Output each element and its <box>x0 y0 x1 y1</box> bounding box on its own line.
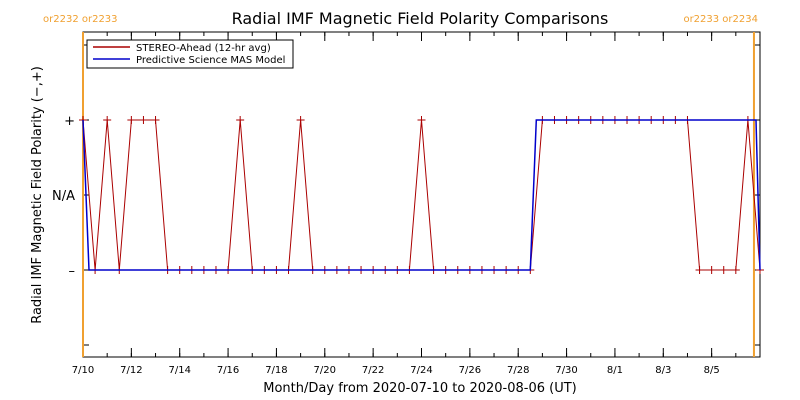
x-tick-label: 7/20 <box>314 365 336 376</box>
x-tick-label: 8/3 <box>655 365 671 376</box>
legend-label: STEREO-Ahead (12-hr avg) <box>136 43 271 54</box>
series-point <box>707 266 716 274</box>
chart-title: Radial IMF Magnetic Field Polarity Compa… <box>232 9 609 28</box>
x-tick-label: 7/18 <box>265 365 287 376</box>
series-point <box>103 116 112 124</box>
x-tick-label: 7/28 <box>507 365 529 376</box>
series-point <box>719 266 728 274</box>
x-tick-label: 7/30 <box>555 365 577 376</box>
series-point <box>236 116 245 124</box>
x-tick-label: 7/24 <box>410 365 432 376</box>
plot-frame <box>82 31 761 358</box>
x-tick-label: 8/1 <box>607 365 623 376</box>
series-point <box>151 116 160 124</box>
x-tick-label: 7/22 <box>362 365 384 376</box>
series-point <box>139 116 148 124</box>
x-tick-label: 7/10 <box>72 365 94 376</box>
series-point <box>731 266 740 274</box>
y-tick-label: – <box>69 264 76 279</box>
x-tick-label: 7/16 <box>217 365 239 376</box>
y-tick-label: N/A <box>52 189 75 204</box>
y-axis-label: Radial IMF Magnetic Field Polarity (−,+) <box>30 66 45 324</box>
series-point <box>695 266 704 274</box>
chart-marks: – N/A +7/10 7/12 7/14 7/16 7/18 7/20 7/22 7/24 7/2… <box>43 14 764 376</box>
series-point <box>127 116 136 124</box>
series-line-stereo-ahead <box>82 119 761 271</box>
series-line-mas-model <box>82 119 761 271</box>
y-tick-label: + <box>64 114 75 129</box>
carrington-marker-label: or2233 or2234 <box>683 14 758 25</box>
x-tick-label: 7/14 <box>168 365 190 376</box>
x-axis-label: Month/Day from 2020-07-10 to 2020-08-06 … <box>263 381 576 396</box>
series-point <box>417 116 426 124</box>
x-tick-label: 7/26 <box>459 365 481 376</box>
legend-box <box>86 39 294 69</box>
carrington-marker-label: or2232 or2233 <box>43 14 118 25</box>
legend-label: Predictive Science MAS Model <box>136 55 285 66</box>
x-tick-label: 7/12 <box>120 365 142 376</box>
series-point <box>296 116 305 124</box>
x-tick-label: 8/5 <box>704 365 720 376</box>
